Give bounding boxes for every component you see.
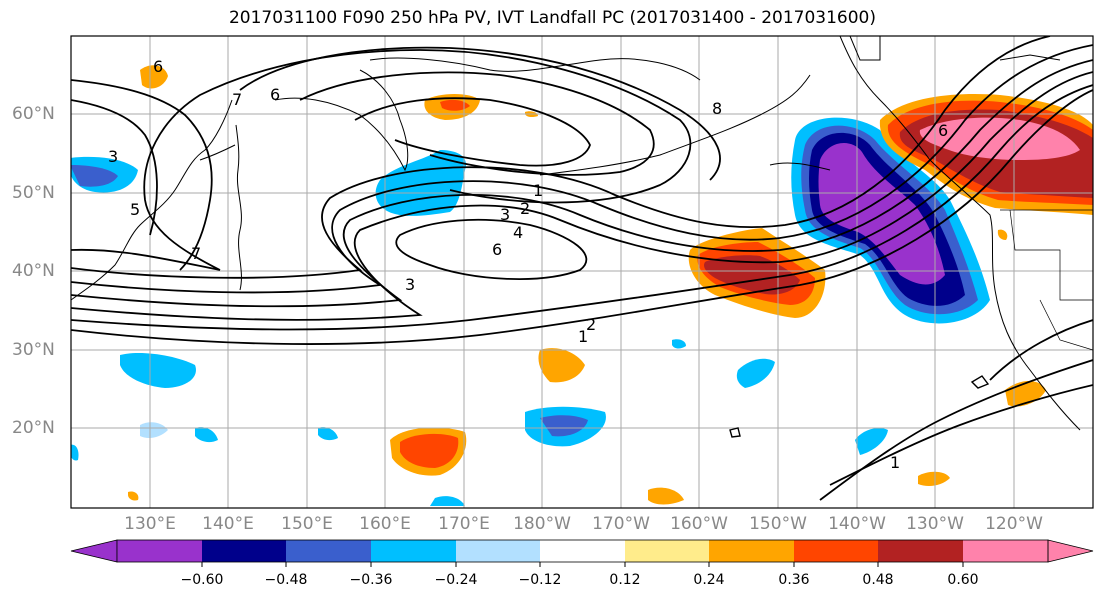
contour-label: 1 bbox=[890, 453, 900, 472]
pv-contours bbox=[71, 36, 1093, 501]
contour-label: 7 bbox=[191, 244, 201, 263]
contour-label: 3 bbox=[500, 205, 510, 224]
colorbar-tick-label: 0.12 bbox=[609, 572, 641, 588]
negative-anomaly-patches bbox=[71, 117, 990, 506]
colorbar-tick-label: 0.24 bbox=[693, 572, 725, 588]
contour-label: 2 bbox=[586, 315, 596, 334]
contour-label: 2 bbox=[520, 199, 530, 218]
colorbar-tick-label: 0.48 bbox=[862, 572, 894, 588]
lat-label: 40°N bbox=[12, 261, 55, 281]
contour-label: 8 bbox=[712, 99, 722, 118]
lat-label: 50°N bbox=[12, 183, 55, 203]
lon-label: 130°W bbox=[906, 514, 964, 534]
coastlines bbox=[71, 36, 1081, 431]
colorbar-tick-label: −0.12 bbox=[518, 572, 562, 588]
contour-labels: 1 2 3 4 5 6 7 8 3 1 2 7 6 6 6 1 3 bbox=[108, 57, 948, 472]
colorbar-tick-label: −0.60 bbox=[180, 572, 224, 588]
lon-label: 120°W bbox=[985, 514, 1043, 534]
lon-label: 170°W bbox=[592, 514, 650, 534]
lon-label: 170°E bbox=[438, 514, 490, 534]
colorbar bbox=[70, 539, 1094, 567]
lon-label: 140°E bbox=[202, 514, 254, 534]
colorbar-tick-label: 0.60 bbox=[947, 572, 979, 588]
contour-label: 1 bbox=[578, 327, 588, 346]
island-markers bbox=[729, 375, 990, 438]
lat-label: 20°N bbox=[12, 418, 55, 438]
contour-label: 6 bbox=[153, 57, 163, 76]
colorbar-tick-label: −0.36 bbox=[349, 572, 393, 588]
lon-label: 150°E bbox=[281, 514, 333, 534]
lon-label: 160°W bbox=[670, 514, 728, 534]
colorbar-tick-label: −0.48 bbox=[264, 572, 308, 588]
contour-label: 3 bbox=[108, 147, 118, 166]
colorbar-tick-label: 0.36 bbox=[778, 572, 810, 588]
lon-label: 150°W bbox=[749, 514, 807, 534]
contour-label: 7 bbox=[232, 90, 242, 109]
contour-label: 6 bbox=[270, 85, 280, 104]
contour-label: 1 bbox=[533, 181, 543, 200]
map-frame bbox=[70, 35, 1094, 509]
map-title: 2017031100 F090 250 hPa PV, IVT Landfall… bbox=[228, 8, 876, 28]
lat-label: 60°N bbox=[12, 104, 55, 124]
contour-label: 5 bbox=[130, 200, 140, 219]
contour-label: 6 bbox=[492, 240, 502, 259]
contour-label: 4 bbox=[513, 223, 523, 242]
colorbar-tick-label: −0.24 bbox=[434, 572, 478, 588]
lat-label: 30°N bbox=[12, 340, 55, 360]
lon-label: 130°E bbox=[124, 514, 176, 534]
borders bbox=[1000, 209, 1093, 351]
lon-label: 160°E bbox=[359, 514, 411, 534]
contour-label: 6 bbox=[938, 121, 948, 140]
lon-label: 140°W bbox=[828, 514, 886, 534]
contour-label: 3 bbox=[405, 275, 415, 294]
lon-label: 180°W bbox=[513, 514, 571, 534]
